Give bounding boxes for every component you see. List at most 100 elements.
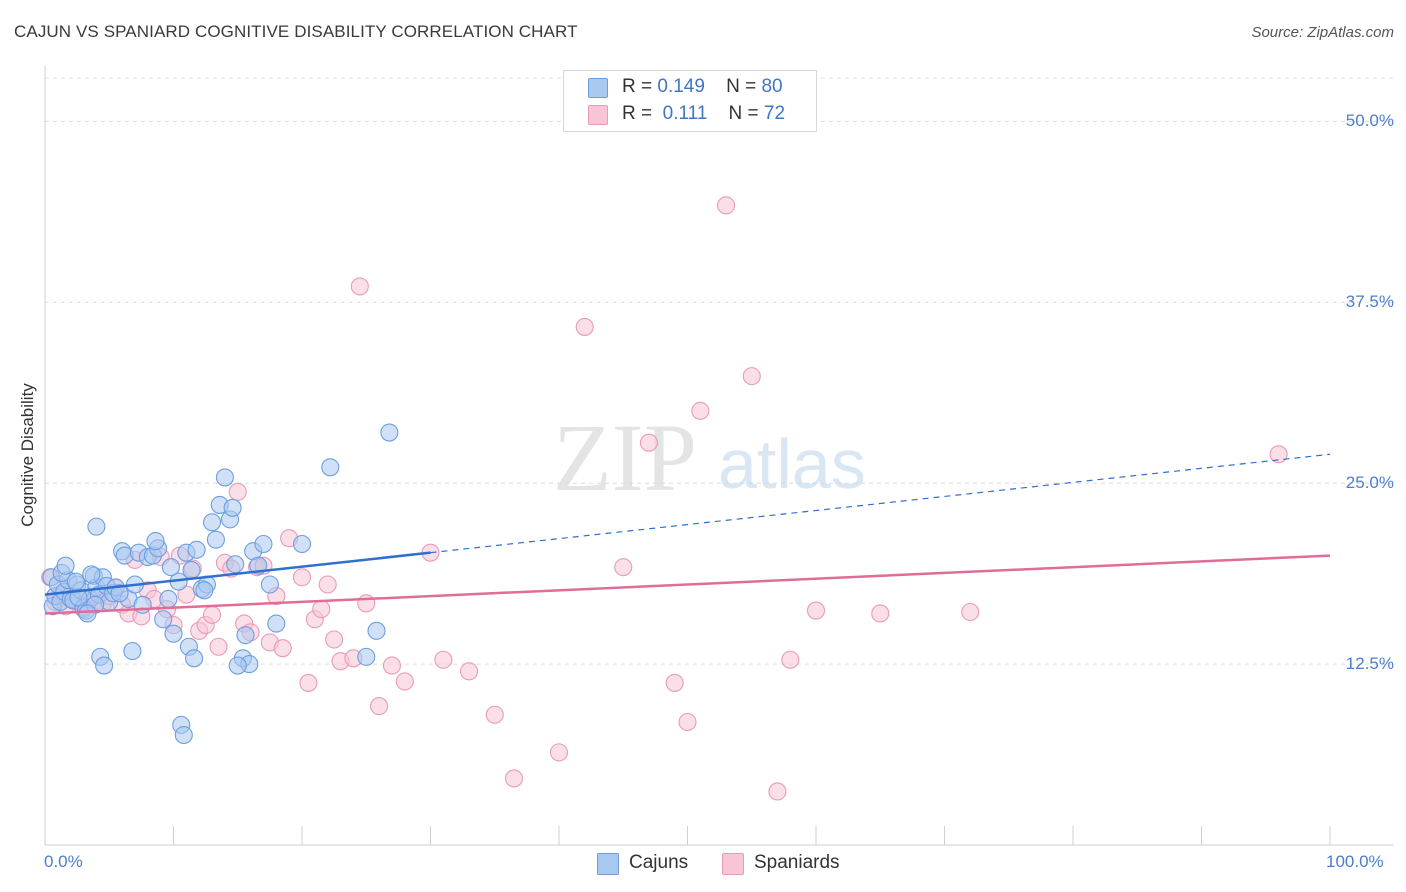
legend-n-label: N = (728, 103, 759, 124)
spaniard-point-64 (742, 367, 761, 386)
x-tick-max: 100.0% (1326, 852, 1384, 871)
spaniard-point-44 (325, 630, 344, 649)
y-tick-label-3: 50.0% (1345, 111, 1394, 131)
cajun-trend-line (44, 551, 431, 596)
spaniard-point-60 (665, 673, 684, 692)
cajun-point-31 (133, 595, 152, 614)
spaniard-point-39 (292, 568, 312, 587)
cajun-point-66 (123, 642, 142, 661)
cajun-points (42, 423, 399, 745)
spaniard-point-63 (716, 196, 736, 215)
cajun-point-56 (267, 614, 286, 633)
cajun-point-24 (82, 565, 101, 584)
x-tick-min: 0.0% (44, 852, 83, 871)
y-tick-label-0: 12.5% (1345, 654, 1394, 674)
spaniard-point-59 (639, 433, 659, 452)
cajun-point-71 (185, 649, 204, 668)
cajun-point-23 (66, 572, 85, 591)
spaniard-trend-line (44, 554, 1331, 615)
spaniard-point-62 (691, 401, 710, 420)
legend-r-value-cajuns: 0.149 (657, 76, 705, 97)
cajun-point-54 (254, 534, 273, 554)
spaniard-point-70 (1269, 445, 1288, 464)
spaniard-point-50 (395, 672, 414, 691)
spaniard-point-27 (209, 637, 228, 656)
spaniard-point-71 (350, 277, 369, 296)
cajun-point-74 (236, 626, 255, 645)
legend-swatch-spaniards (722, 853, 744, 875)
trend-lines (44, 453, 1331, 615)
spaniard-point-47 (357, 594, 376, 613)
spaniard-point-58 (614, 558, 633, 577)
cajun-point-77 (69, 588, 88, 607)
cajun-point-55 (260, 575, 279, 594)
spaniard-point-48 (370, 697, 389, 716)
cajun-point-40 (182, 560, 201, 580)
cajun-point-61 (380, 423, 399, 442)
legend-swatch-cajuns (588, 78, 608, 98)
cajun-point-79 (110, 584, 129, 603)
cajun-point-59 (357, 647, 376, 666)
cajun-trend-extension (430, 453, 1331, 554)
cajun-point-76 (174, 725, 193, 745)
legend-n-value-cajuns: 80 (761, 76, 783, 97)
cajun-point-35 (154, 610, 173, 629)
spaniard-point-37 (273, 639, 292, 658)
legend-r-value-spaniards: 0.111 (662, 103, 708, 124)
chart-title: CAJUN VS SPANIARD COGNITIVE DISABILITY C… (14, 22, 578, 41)
spaniard-point-43 (318, 575, 337, 594)
axes (44, 66, 1393, 846)
cajun-point-64 (95, 656, 114, 675)
cajun-point-36 (159, 589, 178, 609)
cajun-point-73 (228, 656, 247, 675)
spaniard-point-55 (504, 769, 524, 788)
cajun-point-37 (164, 624, 183, 643)
spaniard-point-56 (549, 743, 569, 762)
cajun-point-57 (292, 534, 312, 554)
cajun-point-67 (146, 532, 165, 551)
legend-n-label: N = (726, 76, 757, 97)
legend-r-label: R = (622, 103, 653, 124)
spaniard-point-57 (575, 317, 594, 336)
legend-r-label: R = (622, 76, 653, 97)
spaniard-point-68 (871, 604, 890, 623)
spaniard-point-52 (434, 650, 453, 669)
cajun-point-62 (87, 517, 106, 536)
y-tick-label-1: 25.0% (1345, 473, 1394, 493)
spaniard-point-53 (459, 662, 479, 681)
gridlines (45, 77, 1393, 665)
cajun-point-75 (195, 581, 214, 600)
spaniard-point-66 (781, 650, 800, 669)
correlation-legend: R = 0.149 N = 80 R = 0.111 N = 72 (563, 70, 817, 132)
legend-swatch-spaniards (588, 105, 608, 125)
spaniard-point-54 (485, 705, 504, 724)
cajun-point-68 (161, 558, 180, 577)
spaniard-point-49 (382, 656, 402, 675)
spaniard-point-30 (228, 482, 247, 501)
cajun-point-44 (203, 513, 222, 532)
cajun-point-58 (321, 458, 340, 477)
spaniard-point-26 (203, 605, 222, 624)
cajun-point-72 (223, 498, 242, 517)
spaniard-point-67 (806, 601, 826, 620)
cajun-point-49 (226, 555, 245, 574)
cajun-point-41 (187, 540, 206, 559)
y-tick-label-2: 37.5% (1345, 292, 1394, 312)
legend-label-cajuns: Cajuns (629, 852, 689, 873)
cajun-point-22 (56, 556, 75, 575)
cajun-point-45 (206, 530, 225, 549)
spaniard-point-40 (299, 673, 318, 692)
cajun-point-60 (367, 621, 386, 640)
cajun-point-47 (215, 468, 234, 487)
watermark-zip: ZIP (553, 404, 697, 511)
legend-swatch-cajuns (597, 853, 619, 875)
source-label: Source: ZipAtlas.com (1251, 24, 1394, 41)
watermark-atlas: atlas (718, 425, 866, 503)
legend-label-spaniards: Spaniards (754, 852, 840, 873)
cajun-point-78 (78, 604, 97, 623)
spaniard-point-61 (678, 712, 697, 732)
spaniard-point-69 (961, 602, 980, 622)
spaniard-point-42 (312, 600, 331, 619)
legend-n-value-spaniards: 72 (763, 103, 786, 124)
